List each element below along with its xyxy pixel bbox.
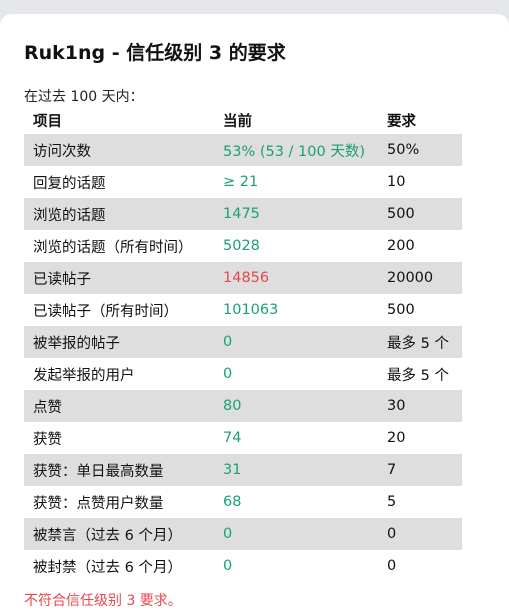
current-value: 0 — [214, 518, 378, 550]
table-row: 浏览的话题 1475 500 — [24, 198, 462, 230]
requirement-name: 获赞：点赞用户数量 — [33, 495, 164, 512]
requirement-name: 发起举报的用户 — [33, 367, 135, 384]
requirement-name: 获赞 — [33, 431, 62, 448]
table-row: 被举报的帖子 0 最多 5 个 — [24, 326, 462, 358]
required-value: 0 — [387, 558, 397, 574]
required-value: 500 — [378, 198, 462, 230]
requirement-name: 点赞 — [24, 390, 214, 422]
table-row: 点赞 80 30 — [24, 390, 462, 422]
required-value: 20000 — [378, 262, 462, 294]
current-value: 31 — [214, 454, 378, 486]
requirement-name: 被举报的帖子 — [24, 326, 214, 358]
current-value: 53% (53 / 100 天数) — [214, 134, 378, 166]
required-value: 20 — [387, 430, 406, 446]
requirement-name: 被封禁（过去 6 个月） — [33, 559, 182, 576]
current-value: ≥ 21 — [223, 174, 259, 190]
table-row: 被禁言（过去 6 个月） 0 0 — [24, 518, 462, 550]
trust-level-card: Ruk1ng - 信任级别 3 的要求 在过去 100 天内： 项目 当前 要求… — [0, 14, 509, 614]
table-row: 回复的话题 ≥ 21 10 — [24, 166, 462, 198]
requirement-name: 已读帖子（所有时间） — [33, 303, 178, 320]
required-value: 50% — [378, 134, 462, 166]
current-value: 0 — [223, 366, 233, 382]
current-value: 0 — [214, 326, 378, 358]
required-value: 最多 5 个 — [378, 326, 462, 358]
required-value: 7 — [378, 454, 462, 486]
column-header-item: 项目 — [33, 113, 62, 130]
required-value: 5 — [387, 494, 397, 510]
current-value: 5028 — [223, 238, 260, 254]
table-row: 发起举报的用户 0 最多 5 个 — [24, 358, 462, 390]
current-value: 68 — [223, 494, 242, 510]
current-value: 80 — [214, 390, 378, 422]
requirement-name: 浏览的话题 — [24, 198, 214, 230]
table-row: 已读帖子 14856 20000 — [24, 262, 462, 294]
current-value: 101063 — [223, 302, 279, 318]
required-value: 10 — [387, 174, 406, 190]
table-row: 已读帖子（所有时间） 101063 500 — [24, 294, 462, 326]
column-header-required: 要求 — [387, 113, 416, 130]
period-label: 在过去 100 天内： — [24, 89, 144, 105]
current-value: 0 — [223, 558, 233, 574]
current-value: 14856 — [214, 262, 378, 294]
table-row: 获赞：单日最高数量 31 7 — [24, 454, 462, 486]
page-title: Ruk1ng - 信任级别 3 的要求 — [24, 42, 286, 64]
requirement-name: 获赞：单日最高数量 — [24, 454, 214, 486]
table-row: 浏览的话题（所有时间） 5028 200 — [24, 230, 462, 262]
requirement-name: 被禁言（过去 6 个月） — [24, 518, 214, 550]
requirement-name: 回复的话题 — [33, 175, 106, 192]
table-row: 访问次数 53% (53 / 100 天数) 50% — [24, 134, 462, 166]
requirements-table: 项目 当前 要求 访问次数 53% (53 / 100 天数) 50% 回复的话… — [24, 106, 462, 582]
required-value: 0 — [378, 518, 462, 550]
table-row: 获赞 74 20 — [24, 422, 462, 454]
required-value: 500 — [387, 302, 415, 318]
table-header-row: 项目 当前 要求 — [24, 106, 462, 134]
required-value: 30 — [378, 390, 462, 422]
requirement-name: 浏览的话题（所有时间） — [33, 239, 193, 256]
table-row: 被封禁（过去 6 个月） 0 0 — [24, 550, 462, 582]
requirement-name: 已读帖子 — [24, 262, 214, 294]
required-value: 最多 5 个 — [387, 367, 449, 384]
current-value: 74 — [223, 430, 242, 446]
requirement-name: 访问次数 — [24, 134, 214, 166]
current-value: 1475 — [214, 198, 378, 230]
status-message: 不符合信任级别 3 要求。 — [24, 593, 182, 609]
required-value: 200 — [387, 238, 415, 254]
table-row: 获赞：点赞用户数量 68 5 — [24, 486, 462, 518]
column-header-current: 当前 — [223, 113, 252, 130]
